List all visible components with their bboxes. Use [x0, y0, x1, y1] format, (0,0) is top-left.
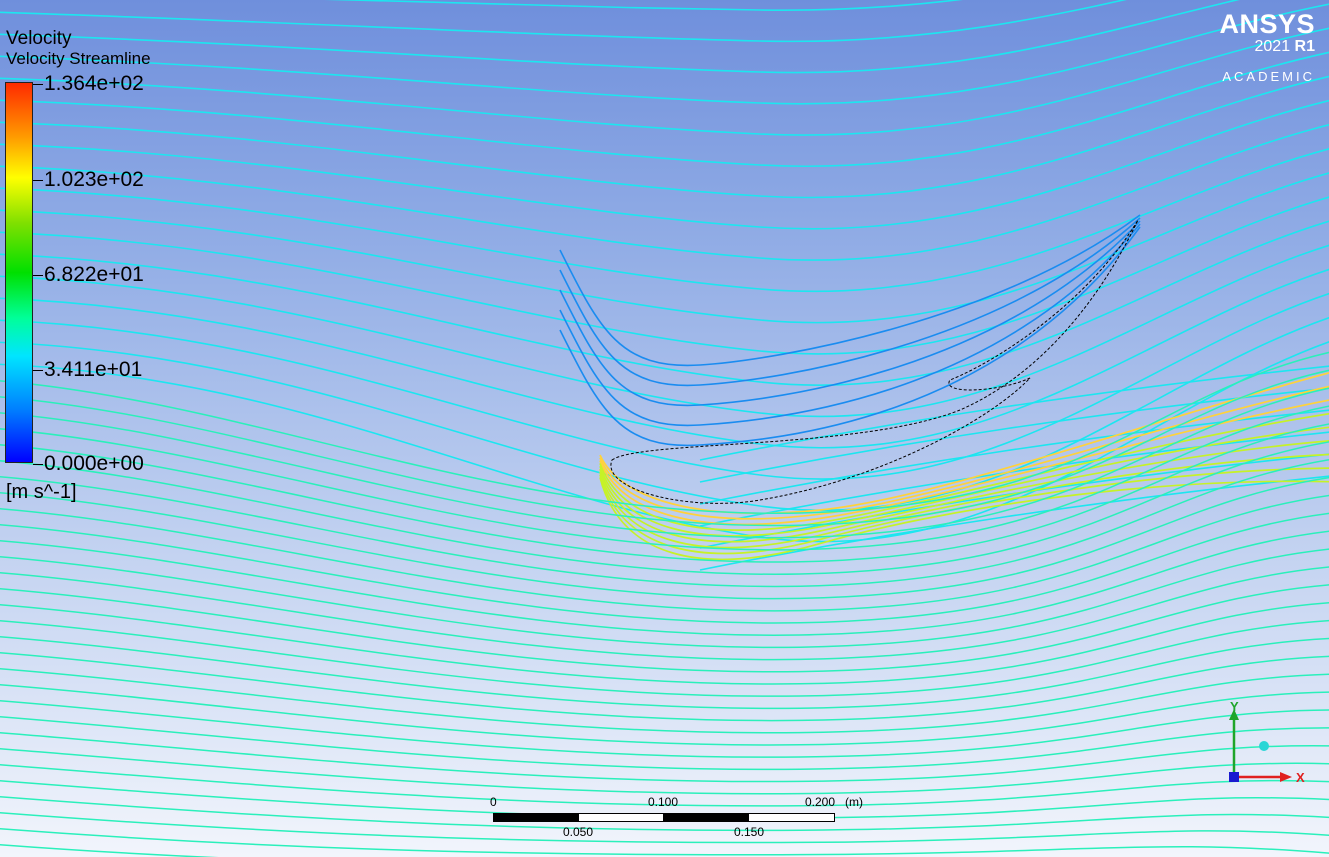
x-arrow-head	[1280, 772, 1292, 782]
streamline	[0, 748, 1329, 795]
scale-unit: (m)	[845, 795, 863, 809]
legend-tick-label: 0.000e+00	[44, 452, 144, 475]
streamline	[0, 405, 1329, 551]
streamline	[599, 412, 1329, 531]
streamline	[699, 475, 1329, 571]
legend-tick-label: 1.023e+02	[44, 168, 144, 191]
streamline	[290, 0, 963, 12]
scale-segment	[748, 813, 835, 822]
legend-unit: [m s^-1]	[6, 481, 77, 503]
y-axis-label: Y	[1230, 700, 1239, 714]
streamline	[0, 27, 1329, 136]
streamline	[0, 530, 1329, 636]
logo-year: 2021	[1254, 38, 1291, 55]
streamline	[0, 423, 1329, 563]
y-arrow-head	[1229, 709, 1239, 720]
streamline	[0, 0, 1240, 74]
streamline	[0, 584, 1329, 673]
streamline	[0, 636, 1329, 710]
legend-tick	[33, 275, 43, 276]
legend-tick-label: 3.411e+01	[44, 358, 143, 381]
streamline	[0, 244, 1329, 418]
scale-segment	[493, 813, 579, 822]
streamline	[0, 459, 1329, 588]
scale-label: 0.100	[648, 795, 679, 809]
scale-segment	[578, 813, 664, 822]
scale-bar: 0 0.100 0.200 (m) 0.050 0.150	[490, 795, 873, 839]
streamline	[599, 453, 1329, 549]
streamline	[0, 0, 1128, 43]
legend-tick-label: 6.822e+01	[44, 263, 144, 286]
streamline	[0, 123, 1329, 261]
logo-brand: ANSYS	[1219, 9, 1315, 39]
streamline	[0, 512, 1329, 624]
streamline	[559, 223, 1141, 427]
legend-tick	[33, 370, 43, 371]
legend-title: Velocity	[6, 28, 72, 49]
streamline	[0, 3, 1329, 105]
streamline	[559, 217, 1141, 387]
streamline	[599, 399, 1329, 526]
legend-tick-label: 1.364e+02	[44, 72, 144, 95]
streamline	[0, 148, 1329, 293]
streamline	[599, 372, 1329, 515]
streamline	[0, 548, 1329, 649]
streamline	[0, 316, 1329, 512]
scale-label: 0	[490, 795, 497, 809]
streamline	[0, 668, 1329, 734]
streamline	[0, 764, 1329, 807]
streamline	[0, 99, 1329, 230]
legend-tick	[33, 464, 43, 465]
streamline	[0, 387, 1329, 539]
streamline	[0, 602, 1329, 685]
streamline	[0, 652, 1329, 722]
x-axis-label: X	[1296, 770, 1305, 785]
streamline	[0, 828, 1329, 856]
blade-outline	[610, 219, 1139, 504]
streamline	[0, 476, 1329, 600]
axis-triad[interactable]: Y X	[1222, 700, 1312, 790]
logo-release: R1	[1294, 38, 1315, 55]
logo-edition: ACADEMIC	[1222, 69, 1315, 84]
streamline	[0, 369, 1329, 527]
streamline	[0, 172, 1329, 324]
legend-subtitle: Velocity Streamline	[6, 49, 151, 68]
legend-tick	[33, 180, 43, 181]
scale-label: 0.150	[734, 825, 765, 839]
streamline	[699, 365, 1329, 461]
streamline	[0, 220, 1329, 386]
streamline	[0, 732, 1329, 783]
streamline	[599, 467, 1329, 555]
streamline	[0, 716, 1329, 771]
z-axis-marker	[1229, 772, 1239, 782]
scale-label: 0.200	[805, 795, 836, 809]
streamline	[0, 441, 1329, 576]
scale-segment	[663, 813, 749, 822]
streamline	[0, 700, 1329, 758]
triad-sphere	[1259, 741, 1269, 751]
streamline	[0, 51, 1329, 168]
streamline	[0, 619, 1329, 697]
streamline	[0, 684, 1329, 746]
ansys-logo: ANSYS 2021 R1 ACADEMIC	[1219, 10, 1315, 84]
legend-tick	[33, 84, 43, 85]
streamline	[699, 409, 1329, 505]
streamline	[0, 796, 1329, 832]
streamline	[0, 494, 1329, 612]
streamline	[0, 268, 1329, 449]
streamline	[0, 351, 1329, 515]
scale-label: 0.050	[563, 825, 594, 839]
streamline	[0, 812, 1329, 844]
color-bar	[5, 82, 33, 463]
logo-version: 2021 R1	[1219, 38, 1316, 56]
streamline	[559, 226, 1141, 447]
streamline	[559, 220, 1141, 407]
streamline	[0, 196, 1329, 355]
streamline	[559, 214, 1141, 367]
streamline	[0, 566, 1329, 661]
streamline	[0, 75, 1329, 199]
